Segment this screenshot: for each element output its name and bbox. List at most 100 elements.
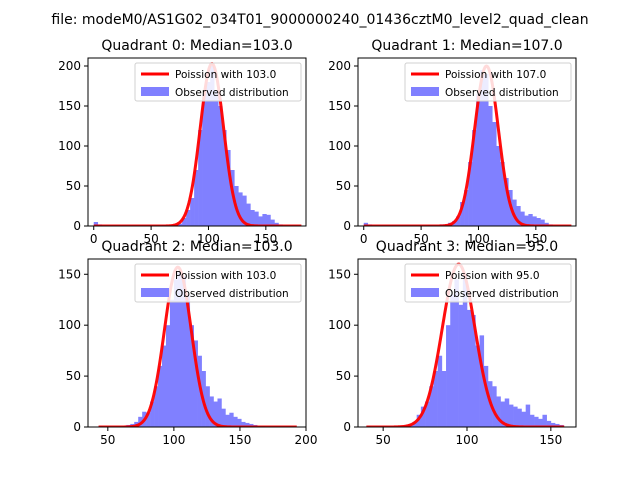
histogram-bar [517,408,522,427]
axes-frame [87,258,307,428]
histogram-bar [178,223,183,226]
x-tick-label: 100 [162,433,185,447]
y-tick-label: 150 [58,267,81,281]
histogram-bar [492,386,497,427]
y-tick-label: 200 [58,59,81,73]
histogram-bar [165,325,171,427]
x-tick-label: 50 [100,433,115,447]
legend-bar-swatch [141,288,169,297]
histogram-bar [480,70,485,226]
histogram-bar [483,365,489,427]
histogram-bar [534,416,539,427]
histogram-bar [472,130,477,226]
legend-label: Poission with 103.0 [175,69,276,81]
histogram-bar [462,274,468,427]
x-tick-label: 150 [524,232,547,246]
histogram-bar [525,404,531,427]
histogram-bar [536,218,541,226]
y-tick-label: 150 [58,99,81,113]
histogram-bar [412,421,417,427]
x-tick-label: 50 [143,232,158,246]
legend-box [134,263,302,303]
histogram-bar [500,162,505,226]
y-tick-label: 0 [343,420,351,434]
legend: Poission with 103.0 Observed distribution [134,62,302,102]
histogram-bar [218,106,223,226]
histogram-bar [550,422,556,427]
y-tick-label: 50 [66,369,81,383]
chart-panel-3: 50 100 150 0 50 100 150 Quadrant 3: Median=95.0… [328,239,577,447]
x-tick-label: 100 [197,232,220,246]
histogram-bar [464,190,469,226]
y-tick-label: 100 [58,318,81,332]
y-tick-label: 50 [336,179,351,193]
histogram-bar [185,294,191,427]
histogram-bar [242,195,247,226]
legend-bar-swatch [141,87,169,96]
histogram-bar [258,216,263,226]
histogram-bar [420,406,426,427]
histogram-bar [416,414,422,427]
chart-panel-1: 0 50 100 150 0 50 100 150 200 Quadrant 1: Median=… [328,38,577,246]
histogram-bar [471,315,476,427]
legend: Poission with 107.0 Observed distribution [404,62,572,102]
chart-panel-2: 50 100 150 200 0 50 100 150 Quadrant 2: Median=1… [58,239,317,447]
plot-area [97,265,298,427]
histogram-bar [214,90,219,226]
y-tick-label: 150 [328,267,351,281]
x-tick-label: 100 [467,232,490,246]
histogram-bar [206,82,211,226]
histogram-bar [250,210,255,226]
histogram-bar [446,325,451,427]
histogram-bar [524,215,529,226]
legend: Poission with 103.0 Observed distribution [134,263,302,303]
axes-frame [87,57,307,227]
histogram-bar [425,401,430,427]
y-tick-label: 200 [328,59,351,73]
legend-bar-swatch [411,87,439,96]
histogram-bar [93,222,99,226]
histogram-bar [225,414,230,427]
histogram-bar [492,122,497,226]
y-tick-label: 50 [66,179,81,193]
histogram-bar [542,414,547,427]
legend-box [404,62,572,102]
x-tick-label: 200 [295,433,318,447]
histogram-bar [173,279,179,427]
chart-panel-0: 0 50 100 150 0 50 100 150 200 Quadrant 0: Median=… [58,38,307,246]
y-tick-label: 0 [73,219,81,233]
histogram-bar [484,74,489,226]
histogram-bar [193,340,198,427]
histogram-bar [454,279,459,427]
histogram-bar [538,418,543,427]
chart-title: Quadrant 3: Median=95.0 [376,239,558,255]
histogram-bar [150,401,155,427]
legend: Poission with 95.0 Observed distribution [404,263,572,303]
histogram-bar [546,420,552,427]
x-tick-label: 150 [228,433,251,447]
histogram-bar [237,418,242,427]
legend-label: Observed distribution [445,87,559,99]
x-tick-label: 0 [90,232,98,246]
y-tick-label: 100 [328,318,351,332]
x-tick-label: 50 [376,433,391,447]
histogram-bar [479,335,485,427]
histogram-bar [513,406,518,427]
legend-label: Poission with 103.0 [175,270,276,282]
histogram-bar [182,218,187,226]
histogram-bar [266,214,271,226]
histogram-bar [254,211,259,226]
legend-bar-swatch [411,288,439,297]
histogram-bar [516,206,521,226]
histogram-bar [246,203,251,226]
histogram-bar [238,192,243,226]
histogram-bar [169,299,175,427]
x-tick-label: 100 [456,433,479,447]
histogram-bar [209,396,214,427]
histogram-bar [520,211,525,226]
histogram-bar [458,304,464,427]
histogram-bar [500,401,506,427]
histogram-bar [213,401,218,427]
histogram-bar [221,408,226,427]
